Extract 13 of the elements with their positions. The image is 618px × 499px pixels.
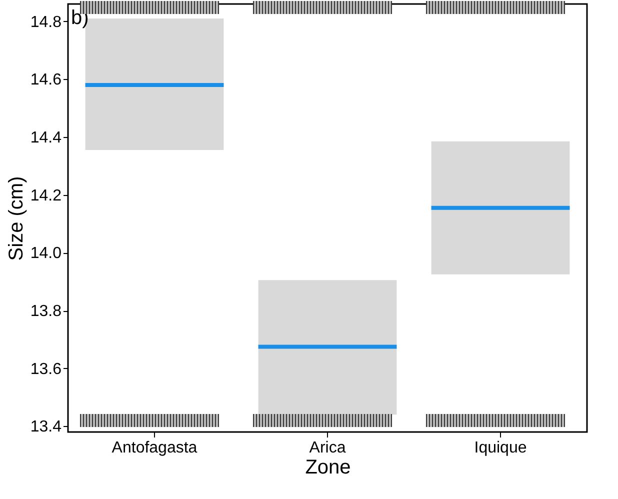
x-tick-label: Arica xyxy=(309,440,346,456)
y-tick-label: 14.2 xyxy=(30,187,62,204)
y-tick-label: 13.4 xyxy=(30,418,62,436)
y-tick-label: 14.4 xyxy=(30,130,62,147)
x-tick-label: Antofagasta xyxy=(112,440,198,456)
y-tick-label: 14.0 xyxy=(30,245,62,262)
y-axis-title: Size (cm) xyxy=(5,176,28,261)
x-axis-title: Zone xyxy=(305,456,351,478)
y-tick-label: 14.6 xyxy=(30,72,62,89)
y-tick-label: 13.8 xyxy=(30,303,62,320)
x-tick-label: Iquique xyxy=(474,440,527,456)
y-tick-label: 14.8 xyxy=(30,14,62,31)
y-tick-label: 13.6 xyxy=(30,360,62,378)
